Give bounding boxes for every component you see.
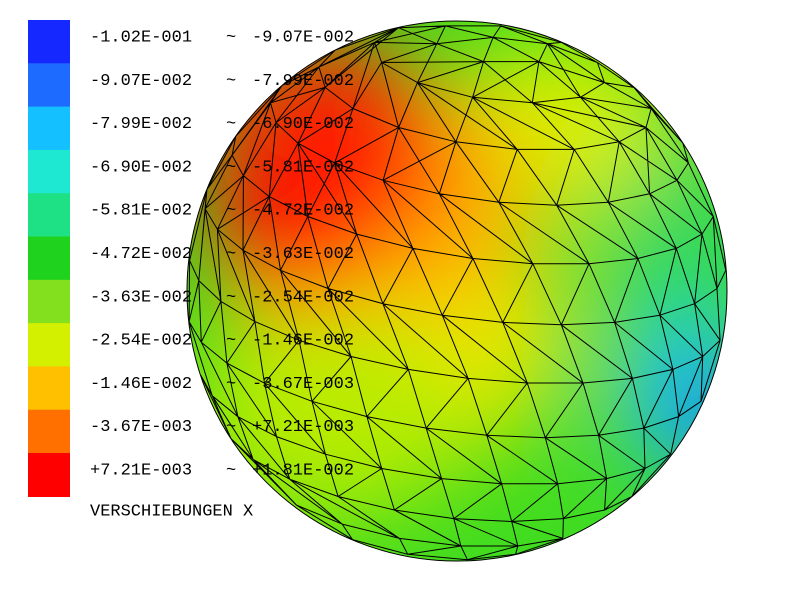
legend-swatch <box>28 20 70 64</box>
legend-swatch <box>28 193 70 238</box>
legend-swatch <box>28 409 70 454</box>
legend-swatch <box>28 453 70 497</box>
legend-swatch <box>28 63 70 108</box>
legend-from: -5.81E-002 <box>90 202 192 221</box>
legend-to: -6.90E-002 <box>252 115 354 134</box>
legend-from: -1.02E-001 <box>90 28 192 47</box>
legend-from: -9.07E-002 <box>90 72 192 91</box>
legend-from: -3.63E-002 <box>90 288 192 307</box>
legend-to: -9.07E-002 <box>252 28 354 47</box>
legend-separator: ~ <box>226 461 236 480</box>
legend-swatch <box>28 323 70 368</box>
result-title: VERSCHIEBUNGEN X <box>90 502 253 521</box>
legend-to: +1.81E-002 <box>252 461 354 480</box>
legend-from: -7.99E-002 <box>90 115 192 134</box>
legend-swatch <box>28 279 70 324</box>
legend-separator: ~ <box>226 115 236 134</box>
mesh <box>188 25 727 561</box>
legend-separator: ~ <box>226 418 236 437</box>
legend-separator: ~ <box>226 202 236 221</box>
legend-separator: ~ <box>226 28 236 47</box>
sphere-outline <box>186 20 728 562</box>
legend-swatch <box>28 149 70 194</box>
legend-separator: ~ <box>226 288 236 307</box>
legend-to: -5.81E-002 <box>252 158 354 177</box>
legend-to: -3.67E-003 <box>252 375 354 394</box>
legend-from: -1.46E-002 <box>90 375 192 394</box>
legend-to: -3.63E-002 <box>252 245 354 264</box>
legend-to: -1.46E-002 <box>252 332 354 351</box>
legend-from: -2.54E-002 <box>90 332 192 351</box>
legend-swatch <box>28 106 70 151</box>
legend-from: -4.72E-002 <box>90 245 192 264</box>
legend-swatch <box>28 366 70 411</box>
mesh-lines <box>188 25 727 561</box>
legend-to: -7.99E-002 <box>252 72 354 91</box>
legend-from: +7.21E-003 <box>90 461 192 480</box>
legend-to: -2.54E-002 <box>252 288 354 307</box>
legend-from: -6.90E-002 <box>90 158 192 177</box>
legend-separator: ~ <box>226 158 236 177</box>
legend-separator: ~ <box>226 332 236 351</box>
legend-separator: ~ <box>226 72 236 91</box>
legend-separator: ~ <box>226 245 236 264</box>
legend: -1.02E-001 ~ -9.07E-002 -9.07E-002 ~ -7.99E-0… <box>28 20 354 497</box>
legend-to: +7.21E-003 <box>252 418 354 437</box>
legend-swatch <box>28 236 70 281</box>
legend-separator: ~ <box>226 375 236 394</box>
legend-to: -4.72E-002 <box>252 202 354 221</box>
legend-from: -3.67E-003 <box>90 418 192 437</box>
